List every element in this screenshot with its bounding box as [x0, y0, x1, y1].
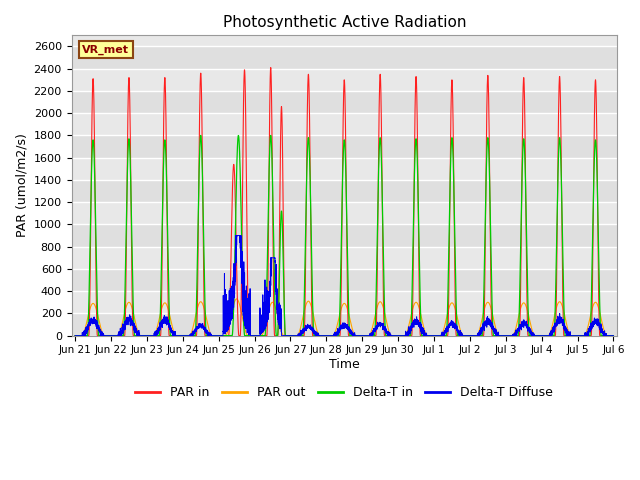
Y-axis label: PAR (umol/m2/s): PAR (umol/m2/s): [15, 133, 28, 238]
Legend: PAR in, PAR out, Delta-T in, Delta-T Diffuse: PAR in, PAR out, Delta-T in, Delta-T Dif…: [130, 382, 558, 405]
Bar: [72, 225, 617, 247]
Bar: [72, 313, 617, 336]
Bar: [72, 47, 617, 69]
Bar: [72, 135, 617, 158]
Bar: [72, 91, 617, 113]
Bar: [72, 269, 617, 291]
Text: VR_met: VR_met: [83, 44, 129, 55]
X-axis label: Time: Time: [329, 358, 360, 371]
Title: Photosynthetic Active Radiation: Photosynthetic Active Radiation: [223, 15, 466, 30]
Bar: [72, 180, 617, 202]
